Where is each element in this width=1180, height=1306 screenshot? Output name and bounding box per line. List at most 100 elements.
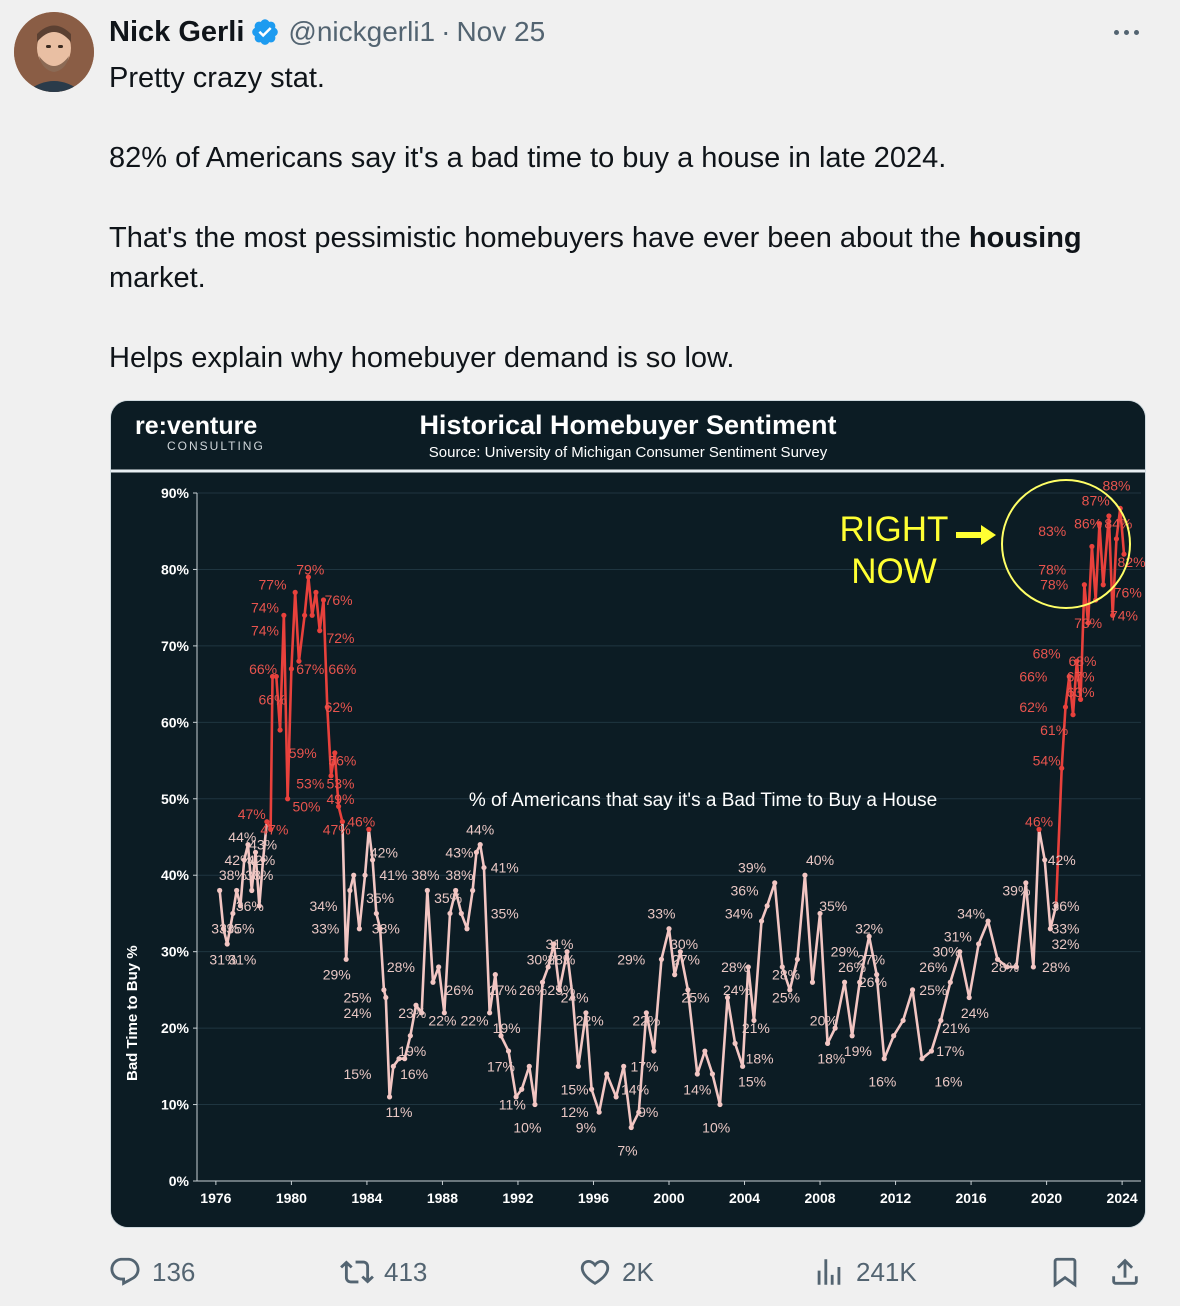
verified-badge-icon[interactable] [250,17,280,47]
series-segment [867,935,878,976]
data-label: 34% [309,898,337,914]
repost-button[interactable]: 413 [340,1250,427,1294]
data-point [1023,880,1029,886]
data-point [292,589,298,595]
series-segment [986,919,999,961]
like-button[interactable]: 2K [578,1250,654,1294]
chart-annotation: % of Americans that say it's a Bad Time … [469,790,937,811]
y-tick-label: 90% [161,485,190,501]
data-point [604,1071,610,1077]
series-segment [1101,514,1111,587]
data-label: 28% [547,951,575,967]
series-segment [696,1049,707,1076]
data-label: 34% [957,905,985,921]
data-label: 25% [343,990,371,1006]
data-point [402,1056,408,1062]
data-label: 44% [228,829,256,845]
data-point [564,949,570,955]
avatar[interactable] [14,12,94,92]
data-label: 39% [1002,883,1030,899]
reply-button[interactable]: 136 [108,1250,195,1294]
data-label: 28% [772,967,800,983]
data-label: 28% [721,959,749,975]
views-button[interactable]: 241K [812,1250,917,1294]
series-segment [833,980,846,1030]
series-segment [826,1026,837,1045]
data-point [666,926,672,932]
author-handle[interactable]: @nickgerli1 [288,16,436,47]
tweet-bold-word: housing [968,222,1082,254]
data-label: 66% [259,691,287,707]
series-segment [796,873,807,961]
tweet-date[interactable]: Nov 25 [456,16,546,47]
data-label: 30% [933,944,961,960]
data-point [407,1033,413,1039]
series-segment [875,973,886,1060]
data-label: 10% [513,1119,541,1135]
data-point [343,956,349,962]
data-label: 30% [527,951,555,967]
data-label: 79% [296,561,324,577]
series-segment [494,973,503,1038]
series-segment [1094,522,1101,602]
data-label: 9% [576,1119,596,1135]
data-point [724,994,731,1001]
data-point [1106,513,1112,519]
data-label: 24% [723,982,751,998]
data-label: 27% [857,951,885,967]
data-point [269,673,276,680]
chart-axes: 0% 10% 20% 30% 40% 50% 60% 70% 80% 90% 1976 1980 198… [161,485,1141,1206]
chart-svg: re:venture CONSULTING Historical Homebuy… [111,401,1145,1227]
tweet-media-chart[interactable]: re:venture CONSULTING Historical Homebuy… [110,400,1146,1228]
data-label: 14% [621,1081,649,1097]
series-segment [420,889,429,1015]
data-point [1042,857,1048,863]
chart-background [111,401,1145,1227]
data-point [441,1010,447,1016]
data-point [817,910,823,917]
data-point [1085,620,1091,626]
data-point [305,574,311,580]
data-point [539,979,546,985]
series-segment [499,1034,510,1053]
data-label: 35% [366,890,394,906]
data-label: 32% [855,921,883,937]
x-tick-label: 2000 [653,1190,684,1206]
data-point [621,1063,627,1069]
data-point [492,972,498,978]
data-point [891,1033,897,1039]
series-segment [333,751,340,808]
repost-icon [340,1260,374,1284]
share-icon[interactable] [1108,1255,1142,1289]
series-segment [1060,705,1067,770]
chart-source: Source: University of Michigan Consumer … [429,444,828,461]
bookmark-icon[interactable] [1048,1255,1082,1289]
data-label: 22% [576,1012,604,1028]
data-point [464,926,470,932]
series-segment [558,950,569,992]
series-segment [733,1042,744,1068]
data-point [281,612,287,618]
data-label: 7% [617,1142,637,1158]
separator-dot: · [441,16,451,47]
action-bar: 136 413 2K 241K [0,1250,1180,1294]
data-label: 24% [961,1005,989,1021]
data-label: 66% [1019,668,1047,684]
data-label: 62% [1019,699,1047,715]
author-name[interactable]: Nick Gerli [109,15,245,48]
data-point [758,918,765,924]
data-label: 14% [683,1081,711,1097]
more-options-icon[interactable] [1108,20,1144,44]
data-label: 76% [325,592,353,608]
data-label: 20% [810,1012,838,1028]
data-point [1089,543,1095,550]
series-segment [590,1087,601,1114]
series-segment [293,591,301,663]
series-segment [507,1049,518,1099]
data-point [849,1033,855,1039]
data-label: 25% [772,990,800,1006]
data-label: 47% [260,821,288,837]
series-segment [803,873,814,984]
series-segment [1118,506,1126,556]
series-segment [465,889,474,931]
